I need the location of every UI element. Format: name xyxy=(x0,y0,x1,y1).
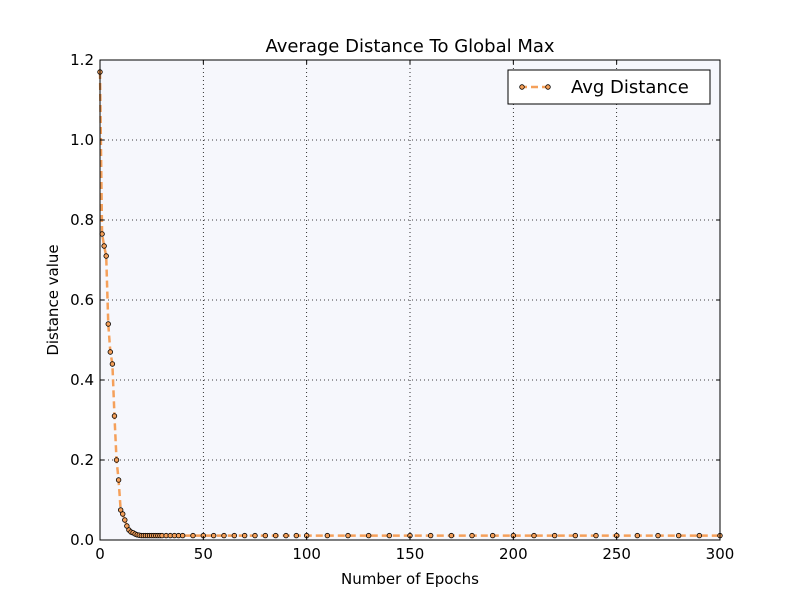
grid-lines xyxy=(100,60,720,540)
x-tick-label: 300 xyxy=(706,545,735,563)
y-tick-label: 1.0 xyxy=(70,131,94,149)
y-axis-label: Distance value xyxy=(44,244,62,355)
data-point xyxy=(252,532,258,539)
legend-marker xyxy=(519,84,525,90)
legend: Avg Distance xyxy=(507,69,711,105)
x-tick-label: 50 xyxy=(194,545,213,563)
data-point xyxy=(241,532,248,539)
data-point xyxy=(122,517,128,523)
y-tick-label: 0.2 xyxy=(70,451,94,469)
data-point xyxy=(107,349,114,355)
series-layer xyxy=(97,69,723,539)
data-point xyxy=(272,532,279,539)
data-point xyxy=(675,532,682,539)
y-tick-label: 0.0 xyxy=(70,531,94,549)
data-point xyxy=(120,511,126,517)
x-tick-label: 100 xyxy=(292,545,321,563)
data-point xyxy=(190,532,196,539)
data-point xyxy=(221,532,227,539)
x-tick-label: 200 xyxy=(499,545,528,563)
data-point xyxy=(345,532,351,539)
data-point xyxy=(551,532,558,539)
data-point xyxy=(469,532,475,539)
data-point xyxy=(283,532,289,539)
legend-label: Avg Distance xyxy=(571,77,689,98)
data-point xyxy=(489,532,496,539)
chart-title: Average Distance To Global Max xyxy=(265,36,554,57)
data-point xyxy=(655,532,661,539)
x-tick-label: 0 xyxy=(95,545,105,563)
data-point xyxy=(365,532,372,539)
legend-box xyxy=(507,69,711,105)
legend-marker xyxy=(545,84,551,90)
x-tick-label: 250 xyxy=(602,545,631,563)
data-point xyxy=(448,532,455,539)
data-point xyxy=(531,532,537,539)
data-point xyxy=(101,243,107,249)
tick-labels: 0 50 100 150 200 250 300 0.0 0.2 0.4 0.6 0.8 1.0 1.2 xyxy=(70,51,734,563)
data-point xyxy=(293,532,300,539)
data-point xyxy=(634,532,641,539)
data-point xyxy=(115,477,122,483)
data-point xyxy=(572,532,579,539)
data-point xyxy=(593,532,599,539)
data-point xyxy=(113,457,120,463)
data-point xyxy=(103,253,109,259)
data-point xyxy=(105,321,111,327)
data-point xyxy=(386,532,393,539)
data-point xyxy=(179,532,186,539)
data-point xyxy=(210,532,217,539)
data-point xyxy=(324,532,331,539)
x-tick-label: 150 xyxy=(396,545,425,563)
y-tick-label: 0.6 xyxy=(70,291,94,309)
x-axis-label: Number of Epochs xyxy=(341,570,479,588)
y-tick-label: 0.8 xyxy=(70,211,94,229)
data-point xyxy=(111,413,118,419)
y-tick-label: 0.4 xyxy=(70,371,94,389)
data-point xyxy=(696,532,703,539)
data-point xyxy=(109,361,116,367)
data-point xyxy=(427,532,434,539)
data-point xyxy=(262,532,269,539)
y-tick-label: 1.2 xyxy=(70,51,94,69)
data-point xyxy=(231,532,238,539)
axis-ticks xyxy=(99,59,721,541)
